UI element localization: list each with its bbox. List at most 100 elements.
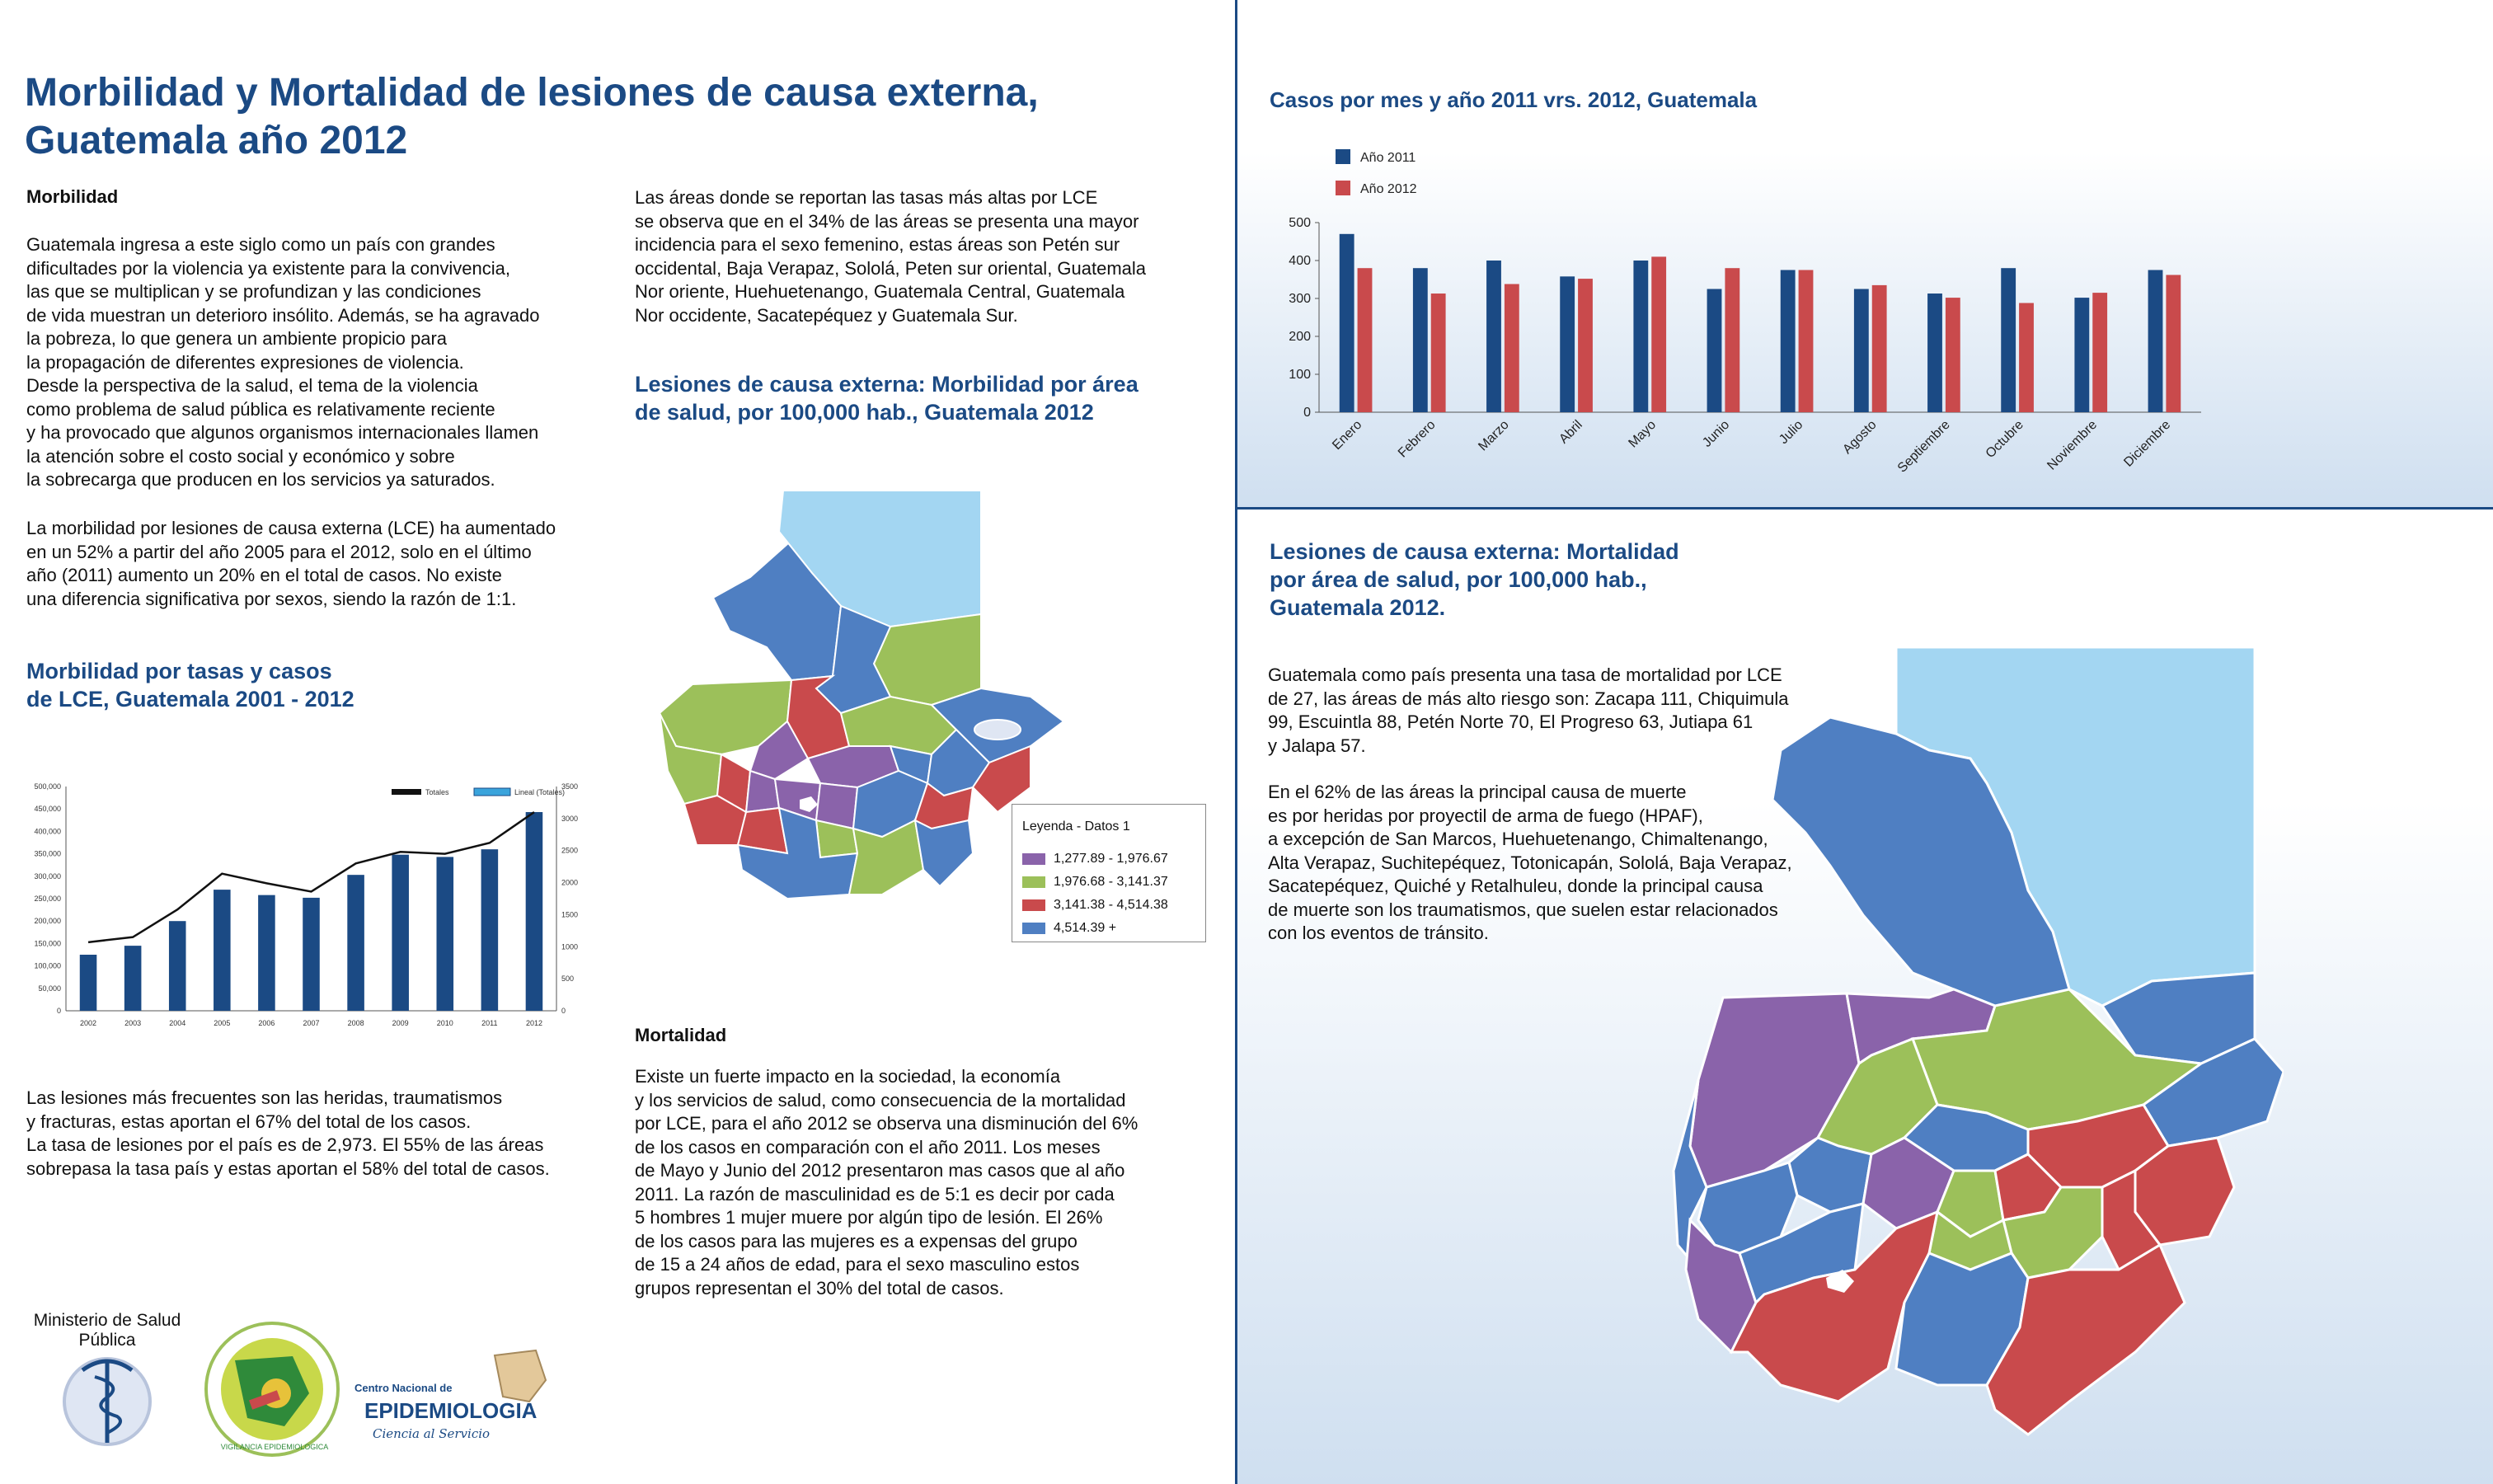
y-tick-label-left: 300,000 (34, 872, 61, 881)
chart-title-annual-line2: de LCE, Guatemala 2001 - 2012 (26, 687, 354, 711)
bar (2019, 303, 2034, 412)
ministerio-seal-icon (63, 1357, 152, 1446)
y-tick-label-right: 3000 (561, 815, 578, 823)
chart-title-annual: Morbilidad por tasas y casos de LCE, Gua… (26, 657, 354, 713)
bar (347, 875, 364, 1011)
mortalidad-map-title-line2: por área de salud, por 100,000 hab., (1270, 567, 1647, 592)
morbilidad-map (658, 490, 1065, 900)
map-region-jutiapa (1985, 1242, 2186, 1436)
y-tick-label-left: 500,000 (34, 782, 61, 791)
areas-paragraph: Las áreas donde se reportan las tasas má… (635, 187, 1147, 326)
bar (1707, 289, 1722, 412)
x-tick-label: Mayo (1626, 418, 1659, 451)
y-tick-label-left: 400,000 (34, 827, 61, 835)
map-lake-atitlan (1826, 1270, 1854, 1293)
epidemiologia-logo: Centro Nacional de EPIDEMIOLOGIA Ciencia… (354, 1349, 552, 1451)
x-tick-label: 2009 (392, 1019, 409, 1027)
bar (1871, 284, 1887, 412)
legend-swatch (1022, 923, 1045, 934)
bar (1430, 294, 1446, 412)
legend-label: Año 2012 (1360, 182, 1417, 196)
map-lake-atitlan (800, 796, 818, 812)
x-tick-label: 2011 (481, 1019, 497, 1027)
bar (258, 895, 275, 1011)
legend-label: 1,976.68 - 3,141.37 (1054, 875, 1168, 889)
globe-map-icon (493, 1349, 547, 1403)
bar (2074, 298, 2090, 412)
map-legend: Leyenda - Datos 1 1,277.89 - 1,976.67 1,… (1012, 804, 1206, 942)
y-tick-label: 400 (1289, 254, 1311, 268)
bar (2092, 293, 2108, 412)
bar (1504, 284, 1519, 412)
vigilancia-emblem-icon (204, 1322, 340, 1457)
panel-divider (1237, 507, 2493, 510)
x-tick-label: Junio (1700, 418, 1732, 450)
mortalidad-map-title-line1: Lesiones de causa externa: Mortalidad (1270, 539, 1679, 564)
x-tick-label: 2012 (526, 1019, 542, 1027)
bar (1560, 276, 1575, 412)
y-tick-label: 300 (1289, 292, 1311, 306)
y-tick-label-right: 1000 (561, 942, 578, 951)
morbilidad-paragraph-1: Guatemala ingresa a este siglo como un p… (26, 234, 540, 490)
page-title-line2: Guatemala año 2012 (25, 119, 408, 162)
bar (1927, 294, 1942, 412)
epidemiologia-text: EPIDEMIOLOGIA (364, 1398, 538, 1423)
bar (1780, 270, 1796, 412)
legend-label: Lineal (Totales) (514, 788, 565, 796)
legend-label: Año 2011 (1360, 151, 1416, 165)
mort-paragraph-2: En el 62% de las áreas la principal caus… (1268, 782, 1792, 943)
y-tick-label-right: 500 (561, 974, 574, 983)
morbilidad-heading: Morbilidad (26, 186, 119, 207)
morbilidad-paragraph-2: La morbilidad por lesiones de causa exte… (26, 518, 556, 609)
mortalidad-map-title: Lesiones de causa externa: Mortalidad po… (1270, 538, 1679, 622)
y-tick-label-right: 2500 (561, 847, 578, 855)
y-tick-label-right: 2000 (561, 879, 578, 887)
bar (1853, 289, 1869, 412)
bar (1633, 261, 1649, 412)
x-tick-label: Noviembre (2045, 418, 2100, 473)
legend-item: 4,514.39 + (1022, 917, 1168, 940)
morbilidad-map-title-line1: Lesiones de causa externa: Morbilidad po… (635, 372, 1139, 397)
map-region-escuintla (736, 806, 859, 900)
mortalidad-heading: Mortalidad (635, 1025, 727, 1045)
bar (1725, 268, 1740, 412)
mortalidad-map-title-line3: Guatemala 2012. (1270, 595, 1446, 620)
map-region-santa-rosa (847, 819, 925, 895)
y-tick-label-left: 100,000 (34, 962, 61, 970)
x-tick-label: Agosto (1840, 418, 1879, 457)
legend-label: 1,277.89 - 1,976.67 (1054, 852, 1168, 866)
legend-label: 3,141.38 - 4,514.38 (1054, 898, 1168, 912)
legend-swatch (1022, 899, 1045, 911)
bar (79, 955, 97, 1011)
legend-label: 4,514.39 + (1054, 921, 1117, 935)
x-tick-label: 2002 (80, 1019, 96, 1027)
morbilidad-map-title: Lesiones de causa externa: Morbilidad po… (635, 370, 1245, 426)
bar (481, 849, 499, 1011)
y-tick-label: 500 (1289, 216, 1311, 230)
page-title-line1: Morbilidad y Mortalidad de lesiones de c… (25, 71, 1039, 115)
bar (1578, 279, 1593, 412)
chart-title-annual-line1: Morbilidad por tasas y casos (26, 659, 332, 683)
map-region-chiquimula (971, 744, 1031, 814)
bar (1798, 270, 1814, 412)
bar (303, 897, 320, 1011)
bar (1486, 261, 1501, 412)
legend-swatch (1022, 853, 1045, 865)
y-tick-label-left: 0 (57, 1007, 61, 1015)
y-tick-label: 200 (1289, 330, 1311, 344)
bar (525, 812, 543, 1011)
x-tick-label: 2003 (124, 1019, 141, 1027)
bar (2001, 268, 2016, 412)
monthly-chart-title: Casos por mes y año 2011 vrs. 2012, Guat… (1270, 87, 1758, 112)
legend-label: Totales (425, 788, 449, 796)
x-tick-label: 2010 (437, 1019, 453, 1027)
bar (392, 854, 409, 1011)
monthly-panel (1237, 0, 2493, 507)
y-tick-label-left: 150,000 (34, 939, 61, 947)
x-tick-label: Octubre (1984, 418, 2026, 461)
legend-item: 1,277.89 - 1,976.67 (1022, 848, 1168, 871)
x-tick-label: 2005 (214, 1019, 230, 1027)
annual-chart: 0 50,000 100,000 150,000 200,000 250,000 300,0… (34, 782, 578, 1027)
y-tick-label-left: 250,000 (34, 895, 61, 903)
map-region-peten-west (711, 531, 843, 682)
